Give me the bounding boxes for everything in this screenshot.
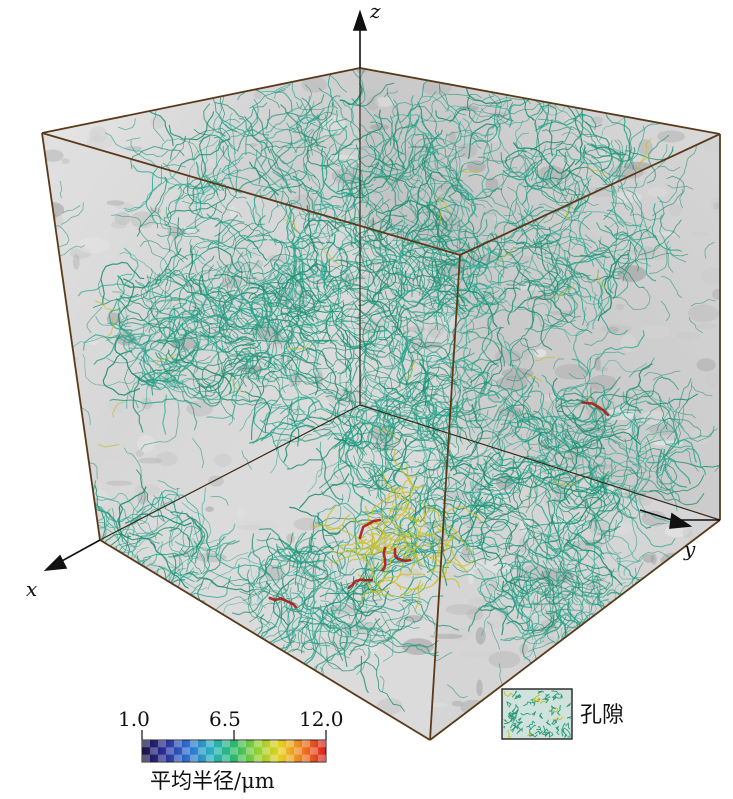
legend: 孔隙 bbox=[501, 688, 624, 740]
y-axis-arrow-icon bbox=[669, 512, 693, 529]
colorbar-gradient bbox=[141, 739, 327, 763]
colorbar-tick-mid: 6.5 bbox=[209, 707, 241, 731]
x-axis-label: x bbox=[26, 577, 37, 601]
cube-back-edges bbox=[99, 68, 721, 541]
colorbar-checker-pattern bbox=[142, 740, 326, 762]
x-axis-arrow-icon bbox=[43, 554, 68, 572]
colorbar-title: 平均半径/μm bbox=[150, 769, 275, 793]
z-axis-arrow-icon bbox=[352, 9, 368, 31]
y-axis-label: y bbox=[683, 537, 696, 561]
pore-network bbox=[42, 68, 720, 728]
colorbar: 1.0 6.5 12.0 平均半径/μm bbox=[118, 707, 344, 793]
legend-label-pore: 孔隙 bbox=[580, 703, 624, 728]
legend-swatch-texture bbox=[503, 690, 571, 739]
cube-front-edges bbox=[41, 67, 721, 741]
colorbar-tick-min: 1.0 bbox=[118, 707, 150, 731]
coordinate-axes bbox=[43, 9, 720, 572]
colorbar-tick-max: 12.0 bbox=[299, 707, 344, 731]
z-axis-label: z bbox=[369, 0, 381, 23]
